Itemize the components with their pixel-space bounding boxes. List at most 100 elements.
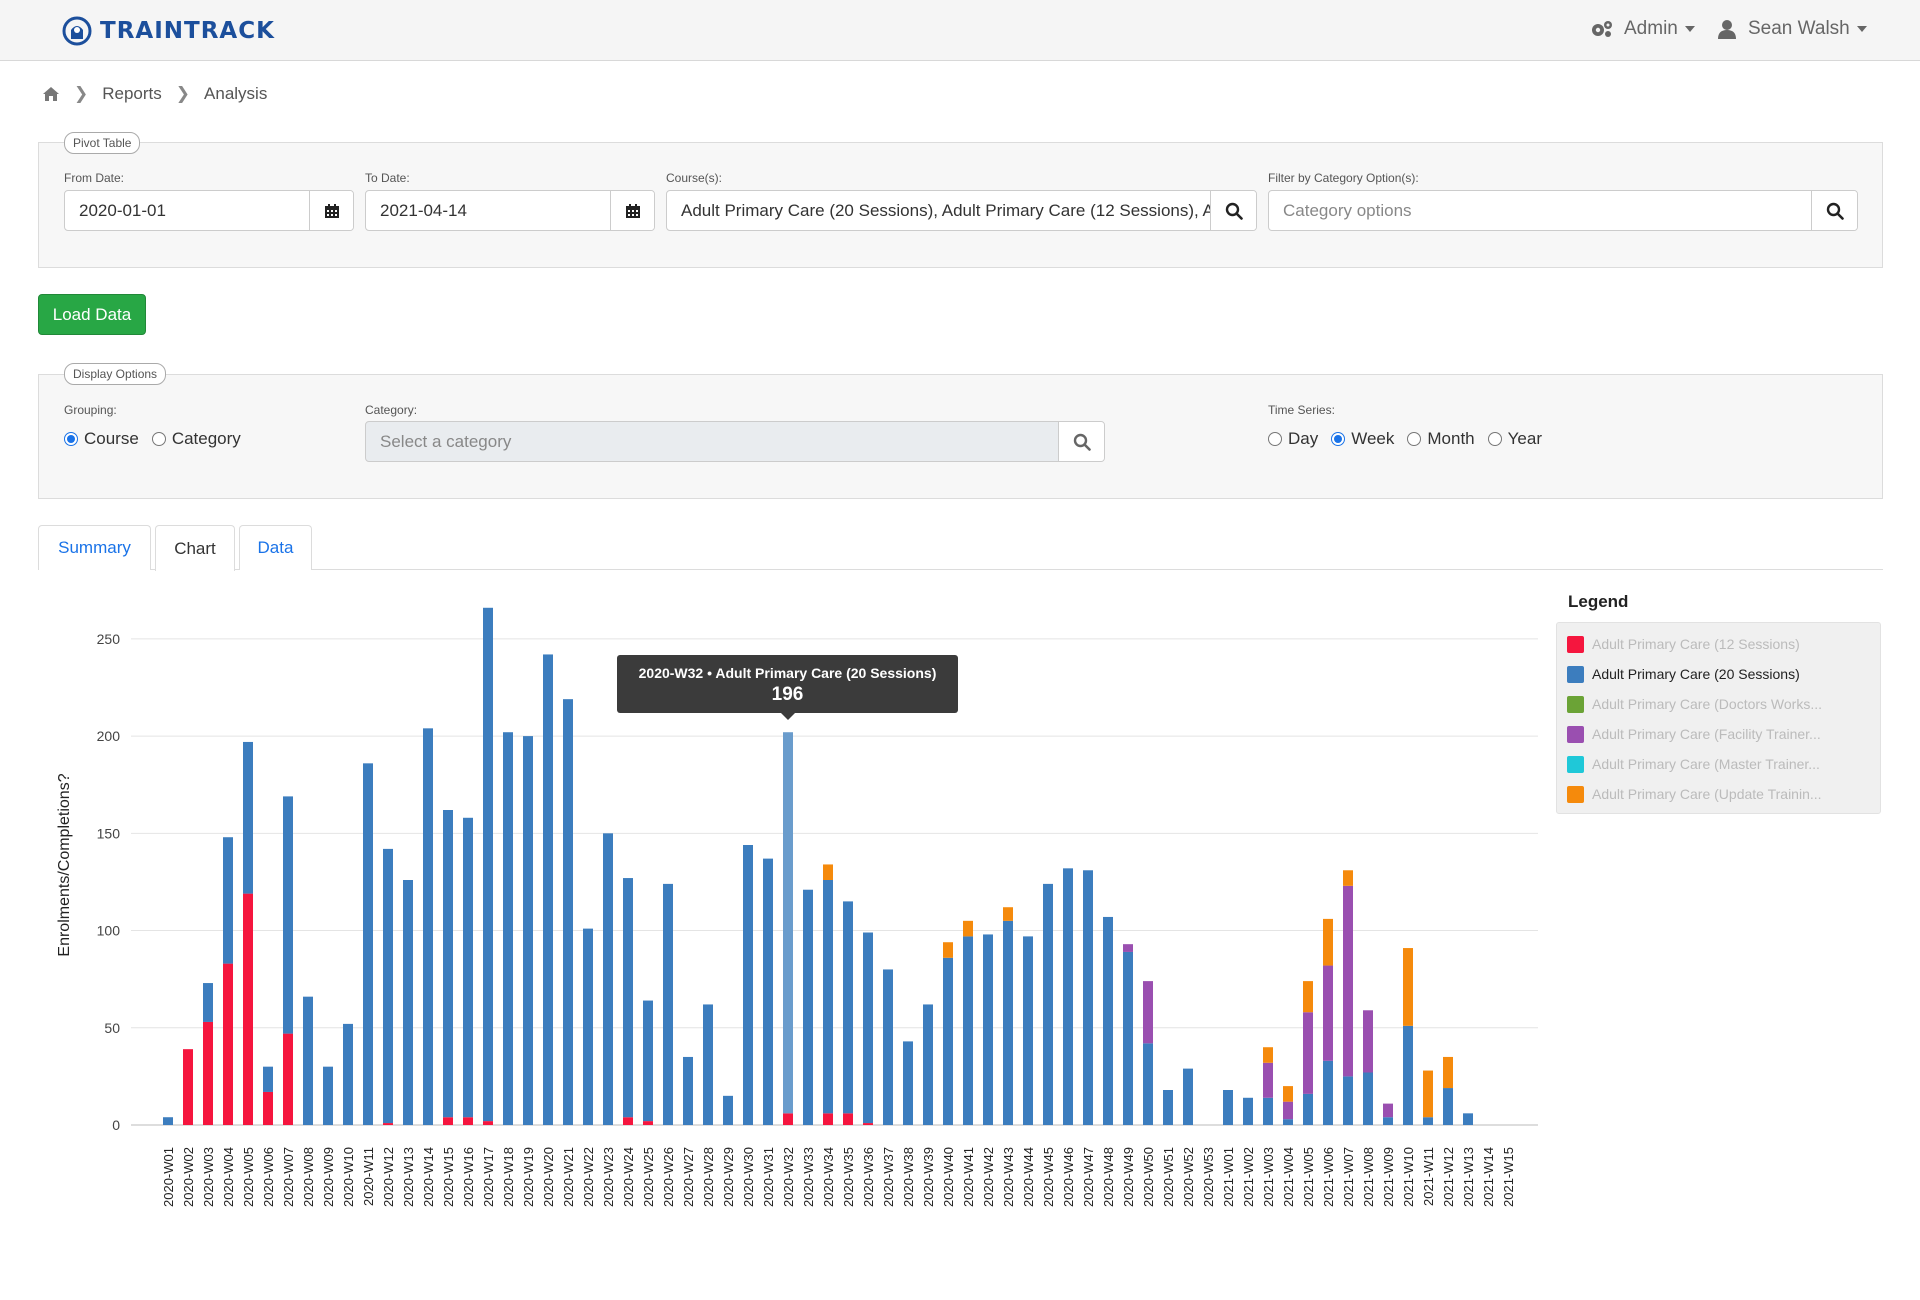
bar-segment <box>763 858 773 1125</box>
radio-checked-icon <box>1331 432 1346 446</box>
tab-chart[interactable]: Chart <box>155 525 235 571</box>
search-icon[interactable] <box>1210 191 1256 230</box>
x-tick-label: 2020-W38 <box>901 1147 916 1207</box>
category-options-field[interactable]: Category options <box>1268 190 1858 231</box>
x-tick-label: 2020-W28 <box>701 1147 716 1207</box>
legend-item[interactable]: Adult Primary Care (Update Trainin... <box>1567 779 1870 809</box>
breadcrumb-reports[interactable]: Reports <box>102 84 162 103</box>
x-tick-label: 2021-W01 <box>1221 1147 1236 1207</box>
x-tick-label: 2020-W47 <box>1081 1147 1096 1207</box>
logo-text: TRAINTRACK <box>100 18 275 44</box>
calendar-icon[interactable] <box>610 191 654 230</box>
category-select-placeholder: Select a category <box>380 431 512 451</box>
from-date-field[interactable]: 2020-01-01 <box>64 190 354 231</box>
y-tick-label: 250 <box>97 631 121 647</box>
bar-segment <box>1463 1113 1473 1125</box>
search-icon[interactable] <box>1811 191 1857 230</box>
time-year-radio[interactable]: Year <box>1487 429 1542 449</box>
courses-field[interactable]: Adult Primary Care (20 Sessions), Adult … <box>666 190 1257 231</box>
x-tick-label: 2020-W50 <box>1141 1147 1156 1207</box>
y-tick-label: 200 <box>97 728 121 744</box>
category-select-field[interactable]: Select a category <box>365 421 1105 462</box>
bar-segment <box>1363 1072 1373 1125</box>
time-month-label: Month <box>1427 429 1475 448</box>
tooltip-title: 2020-W32 • Adult Primary Care (20 Sessio… <box>638 665 937 681</box>
tab-summary[interactable]: Summary <box>38 525 151 570</box>
bar-segment <box>783 732 793 1114</box>
grouping-category-label: Category <box>171 429 241 448</box>
legend-swatch <box>1567 695 1584 713</box>
bar-segment <box>643 1000 653 1122</box>
x-tick-label: 2020-W26 <box>661 1147 676 1207</box>
time-week-radio[interactable]: Week <box>1331 429 1394 449</box>
legend-item[interactable]: Adult Primary Care (20 Sessions) <box>1567 659 1870 689</box>
grouping-radio-group: Course Category <box>64 429 254 449</box>
x-tick-label: 2020-W42 <box>981 1147 996 1207</box>
bar-segment <box>363 763 373 1125</box>
bar-segment <box>1303 1093 1313 1125</box>
legend-item[interactable]: Adult Primary Care (Master Trainer... <box>1567 749 1870 779</box>
bar-segment <box>1163 1090 1173 1125</box>
x-tick-label: 2020-W48 <box>1101 1147 1116 1207</box>
x-tick-label: 2020-W27 <box>681 1147 696 1207</box>
breadcrumb-analysis: Analysis <box>204 84 268 103</box>
bar-segment <box>1003 907 1013 921</box>
app-logo[interactable]: TRAINTRACK <box>62 16 275 46</box>
bar-segment <box>423 728 433 1125</box>
x-tick-label: 2020-W01 <box>161 1147 176 1207</box>
bar-segment <box>963 936 973 1125</box>
x-tick-label: 2020-W33 <box>801 1147 816 1207</box>
bar-segment <box>1103 916 1113 1125</box>
bar-segment <box>863 1123 873 1125</box>
bar-segment <box>883 969 893 1125</box>
bar-segment <box>1263 1047 1273 1063</box>
to-date-field[interactable]: 2021-04-14 <box>365 190 655 231</box>
x-tick-label: 2020-W25 <box>641 1147 656 1207</box>
x-tick-label: 2020-W44 <box>1021 1147 1036 1207</box>
time-year-label: Year <box>1507 429 1542 448</box>
home-icon[interactable] <box>42 86 60 102</box>
bar-segment <box>483 607 493 1122</box>
legend-item[interactable]: Adult Primary Care (12 Sessions) <box>1567 629 1870 659</box>
tooltip-arrow <box>780 713 795 720</box>
bar-segment <box>343 1023 353 1125</box>
x-tick-label: 2020-W45 <box>1041 1147 1056 1207</box>
search-icon[interactable] <box>1058 422 1104 461</box>
x-tick-label: 2021-W12 <box>1441 1147 1456 1207</box>
bar-segment <box>1143 1043 1153 1125</box>
bar-segment <box>943 942 953 958</box>
x-tick-label: 2020-W29 <box>721 1147 736 1207</box>
x-tick-label: 2020-W30 <box>741 1147 756 1207</box>
legend-label: Adult Primary Care (20 Sessions) <box>1592 666 1800 682</box>
x-tick-label: 2020-W04 <box>221 1147 236 1207</box>
bar-segment <box>243 741 253 894</box>
tab-data[interactable]: Data <box>239 525 312 570</box>
x-tick-label: 2020-W24 <box>621 1147 636 1207</box>
time-day-radio[interactable]: Day <box>1268 429 1318 449</box>
legend-item[interactable]: Adult Primary Care (Facility Trainer... <box>1567 719 1870 749</box>
bar-segment <box>543 654 553 1125</box>
bar-segment <box>743 845 753 1125</box>
x-tick-label: 2020-W19 <box>521 1147 536 1207</box>
from-date-value: 2020-01-01 <box>79 200 166 220</box>
legend-list: Adult Primary Care (12 Sessions) Adult Pr… <box>1556 622 1881 814</box>
admin-label: Admin <box>1624 18 1678 39</box>
grouping-course-radio[interactable]: Course <box>64 429 139 449</box>
grouping-category-radio[interactable]: Category <box>151 429 241 449</box>
bar-segment <box>443 810 453 1118</box>
chart-legend: Legend Adult Primary Care (12 Sessions) A… <box>1556 592 1881 814</box>
x-tick-label: 2020-W11 <box>361 1147 376 1206</box>
user-label: Sean Walsh <box>1748 18 1850 39</box>
admin-menu[interactable]: Admin <box>1590 18 1695 40</box>
time-month-radio[interactable]: Month <box>1407 429 1475 449</box>
bar-segment <box>1283 1086 1293 1102</box>
calendar-icon[interactable] <box>309 191 353 230</box>
bar-segment <box>823 880 833 1114</box>
x-tick-label: 2021-W04 <box>1281 1147 1296 1207</box>
legend-swatch <box>1567 635 1584 653</box>
user-menu[interactable]: Sean Walsh <box>1718 18 1867 40</box>
pivot-table-legend: Pivot Table <box>64 132 141 154</box>
legend-title: Legend <box>1568 592 1629 611</box>
legend-item[interactable]: Adult Primary Care (Doctors Works... <box>1567 689 1870 719</box>
load-data-button[interactable]: Load Data <box>38 294 146 335</box>
